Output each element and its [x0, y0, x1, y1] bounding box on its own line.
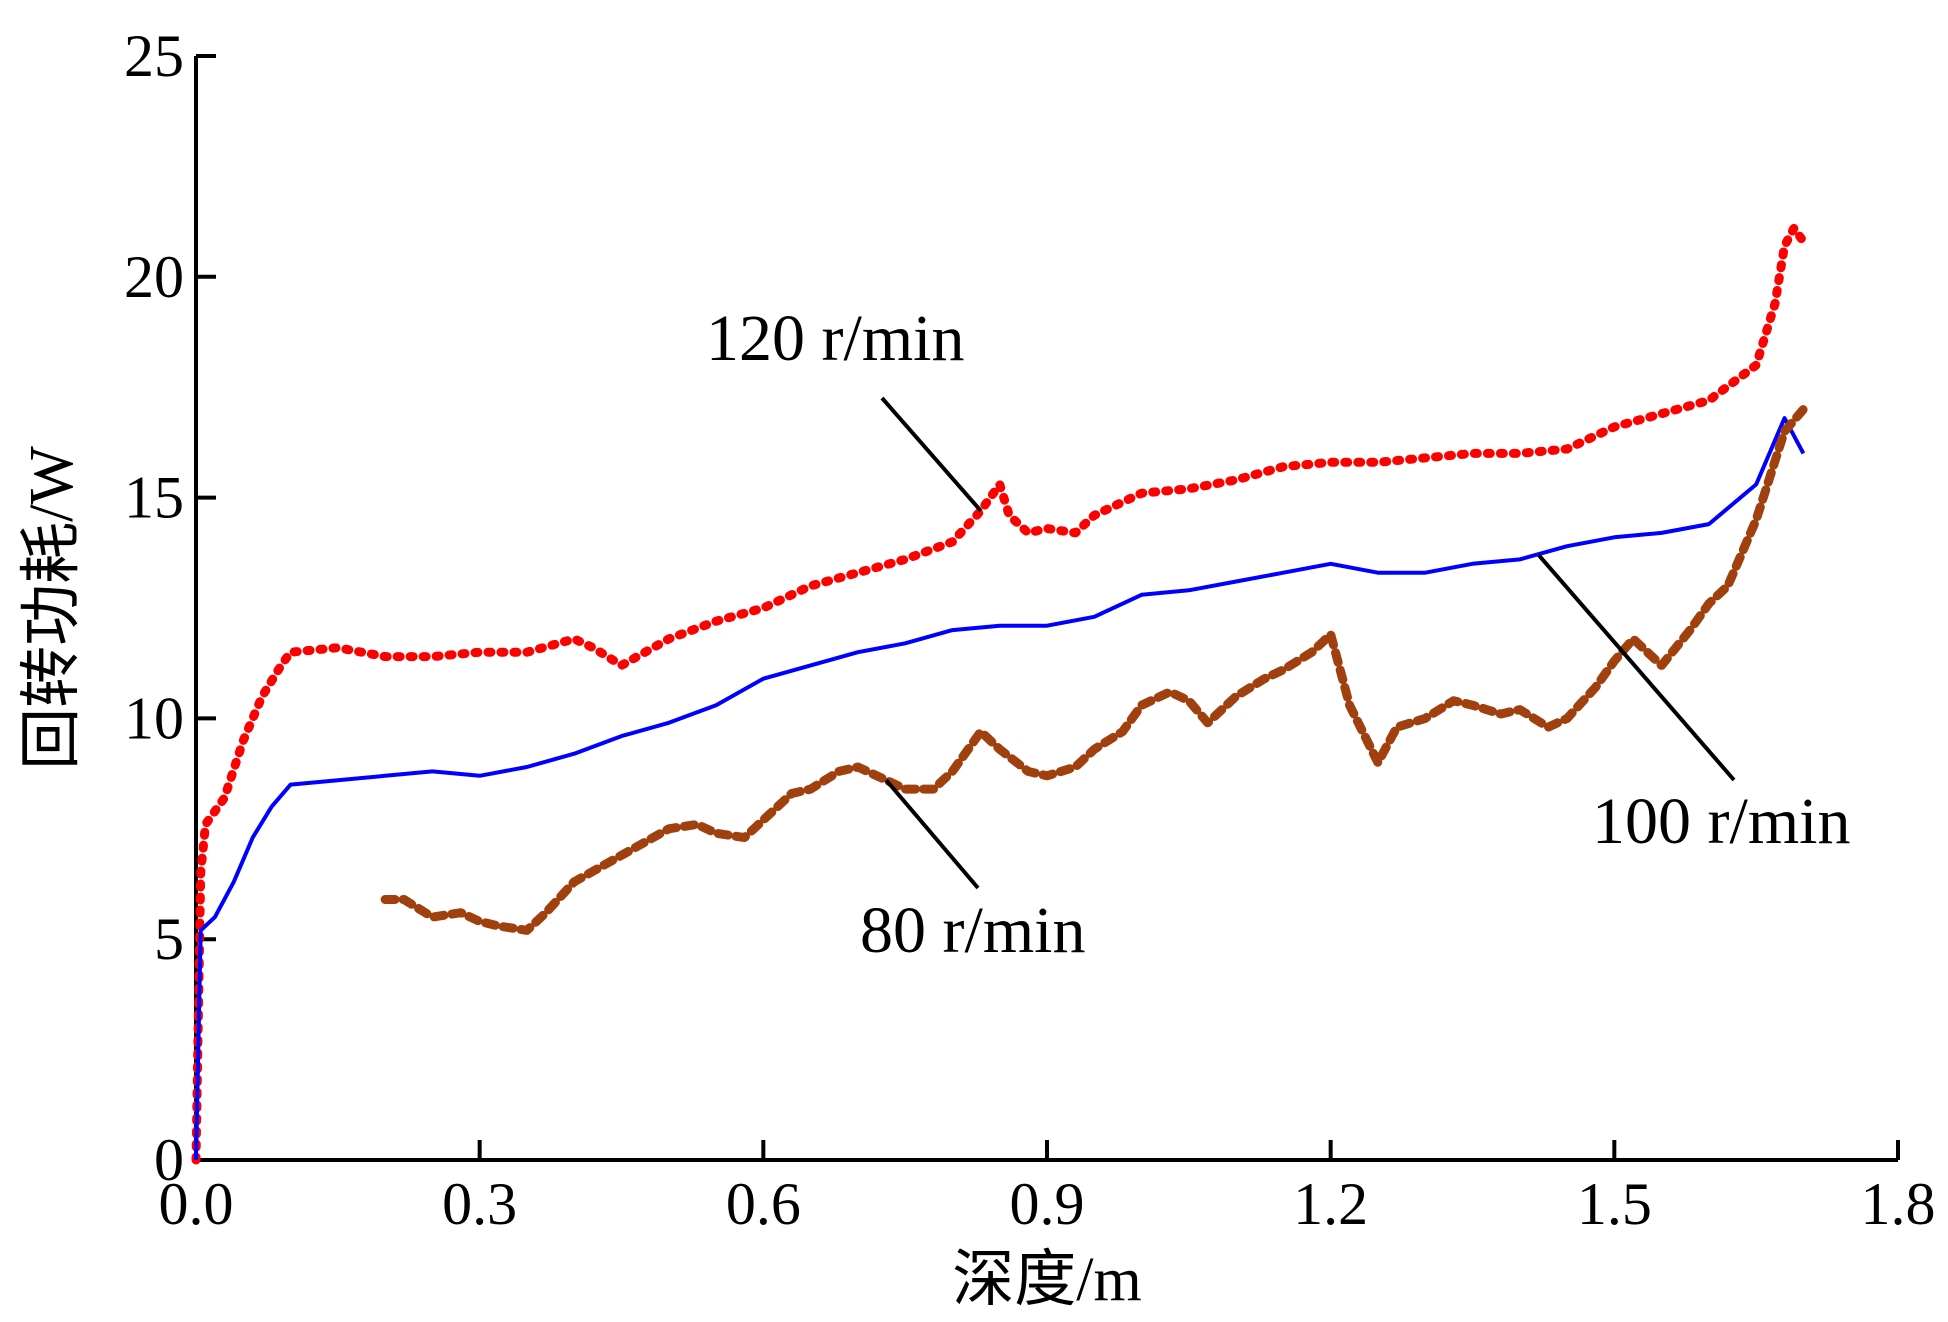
- y-tick-label: 20: [124, 244, 184, 310]
- x-tick-label: 1.8: [1861, 1171, 1936, 1237]
- series-line-1: [191, 223, 1808, 1165]
- y-tick-label: 0: [154, 1127, 184, 1193]
- series-layer: [191, 223, 1808, 1165]
- annotation-leader-line: [884, 778, 980, 890]
- x-tick-label: 0.3: [442, 1171, 517, 1237]
- y-axis-title: 回转功耗/W: [18, 446, 86, 770]
- annotation-leader-line: [880, 396, 983, 513]
- x-tick-label: 1.2: [1293, 1171, 1368, 1237]
- y-tick-label: 15: [124, 465, 184, 531]
- x-tick-label: 1.5: [1577, 1171, 1652, 1237]
- y-tick-label: 10: [124, 685, 184, 751]
- y-axis-ticks: 0 5 10 15 20 25: [124, 23, 216, 1193]
- x-tick-label: 0.0: [159, 1171, 234, 1237]
- x-tick-label: 0.6: [726, 1171, 801, 1237]
- series-annotation-label: 80 r/min: [860, 894, 1086, 967]
- series-annotation-label: 120 r/min: [706, 302, 965, 375]
- y-tick-label: 25: [124, 23, 184, 89]
- x-axis-title: 深度/m: [952, 1246, 1141, 1314]
- y-tick-label: 5: [154, 906, 184, 972]
- x-tick-label: 0.9: [1010, 1171, 1085, 1237]
- x-axis-ticks: 0.0 0.3 0.6 0.9 1.2 1.5 1.8: [159, 1140, 1936, 1237]
- series-annotation-label: 100 r/min: [1592, 785, 1851, 858]
- series-line-2: [194, 416, 1806, 1161]
- series-line-3: [380, 404, 1808, 935]
- annotation-layer: 120 r/min 100 r/min 80 r/min: [706, 302, 1851, 967]
- axes: [194, 56, 1898, 1162]
- annotation-leader-line: [1537, 553, 1736, 782]
